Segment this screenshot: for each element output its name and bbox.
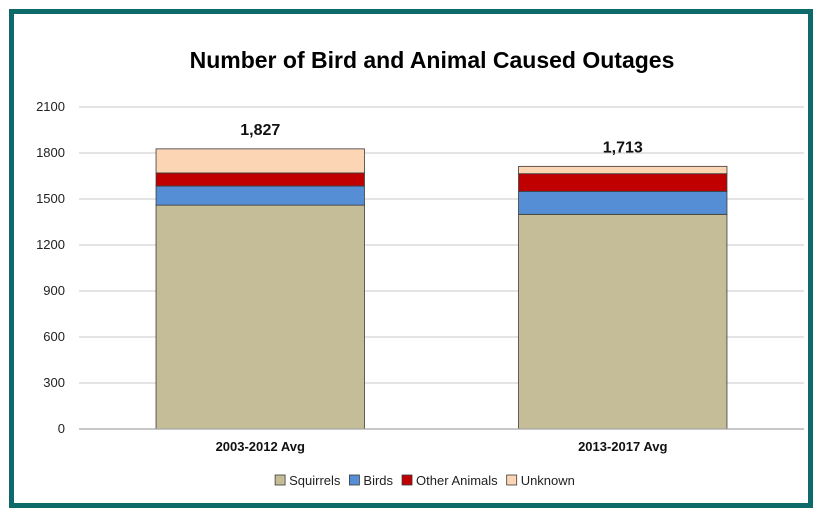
y-tick-label: 600 [43, 329, 65, 344]
bar-total-label: 1,827 [240, 122, 280, 139]
y-tick-label: 0 [58, 421, 65, 436]
legend-label: Other Animals [416, 473, 498, 488]
chart-title: Number of Bird and Animal Caused Outages [190, 47, 675, 73]
y-tick-label: 1200 [36, 237, 65, 252]
bar-total-label: 1,713 [603, 139, 643, 156]
bar-segment-unknown [518, 165, 728, 175]
y-tick-label: 2100 [36, 99, 65, 114]
chart: Number of Bird and Animal Caused Outages… [36, 47, 804, 488]
y-tick-label: 1500 [36, 191, 65, 206]
legend-label: Birds [363, 473, 393, 488]
category-label: 2003-2012 Avg [216, 439, 305, 454]
y-tick-label: 900 [43, 283, 65, 298]
bar-segment-other-animals [518, 173, 728, 192]
bar-segment-squirrels [155, 204, 365, 430]
bar-totals: 1,827 1,713 [240, 122, 643, 156]
bar-segment-birds [518, 190, 728, 215]
legend-swatch [401, 474, 413, 486]
y-tick-label: 300 [43, 375, 65, 390]
legend-swatch [274, 474, 286, 486]
legend: Squirrels Birds Other Animals Unknown [274, 473, 575, 488]
y-axis-ticks: 0 300 600 900 1200 1500 1800 2100 [36, 99, 65, 436]
legend-label: Squirrels [289, 473, 341, 488]
bar-segment-other-animals [155, 172, 365, 187]
y-tick-label: 1800 [36, 145, 65, 160]
category-label: 2013-2017 Avg [578, 439, 667, 454]
bars [155, 148, 728, 430]
bar-segment-unknown [155, 148, 365, 174]
legend-label: Unknown [521, 473, 575, 488]
legend-swatch [506, 474, 518, 486]
bar-segment-squirrels [518, 213, 728, 430]
chart-frame: Number of Bird and Animal Caused Outages… [9, 9, 813, 508]
category-labels: 2003-2012 Avg 2013-2017 Avg [216, 439, 668, 454]
bar-segment-birds [155, 185, 365, 206]
legend-swatch [349, 474, 360, 486]
